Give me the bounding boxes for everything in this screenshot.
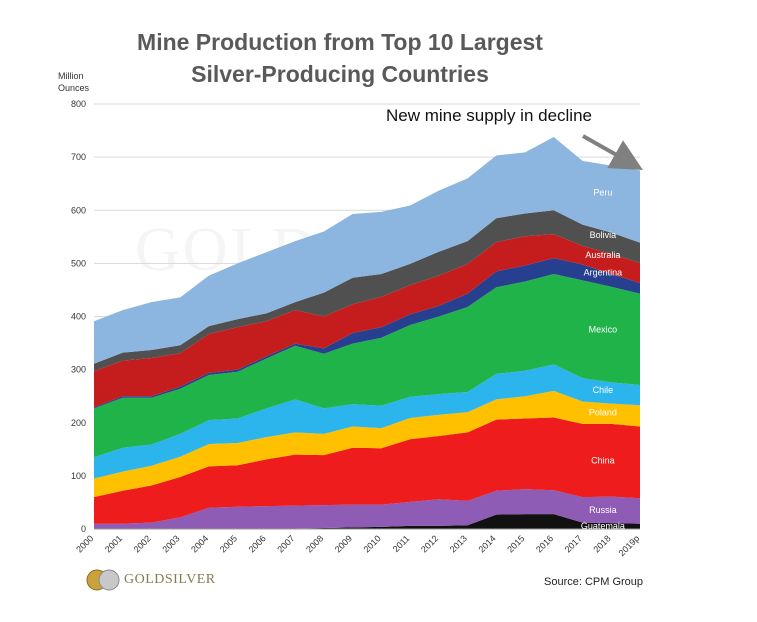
area-china <box>94 417 640 524</box>
series-label-poland: Poland <box>589 408 617 418</box>
series-labels: Guatemala Russia China Poland Chile Mexico Arg… <box>581 188 625 531</box>
series-label-russia: Russia <box>589 505 617 515</box>
annotation: New mine supply in decline <box>386 106 643 170</box>
y-tick-label: 100 <box>71 471 86 481</box>
x-tick-label: 2012 <box>419 533 440 554</box>
area-series <box>94 136 640 529</box>
y-tick-label: 500 <box>71 258 86 268</box>
x-tick-label: 2017 <box>563 533 584 554</box>
logo-text: GOLDSILVER <box>124 572 216 587</box>
x-tick-label: 2002 <box>132 533 153 554</box>
coins-icon <box>86 569 120 591</box>
x-tick-label: 2003 <box>160 533 181 554</box>
y-tick-label: 700 <box>71 152 86 162</box>
title-line-1: Mine Production from Top 10 Largest <box>137 29 543 55</box>
area-russia <box>94 489 640 529</box>
series-label-china: China <box>591 455 615 465</box>
title-line-2: Silver-Producing Countries <box>191 61 489 87</box>
x-axis: 2000 2001 2002 2003 2004 2005 2006 2007 2008 2009… <box>74 528 642 558</box>
area-mexico <box>94 274 640 458</box>
series-label-mexico: Mexico <box>589 324 618 334</box>
area-argentina <box>94 258 640 409</box>
x-tick-label: 2015 <box>505 533 526 554</box>
y-tick-label: 200 <box>71 418 86 428</box>
series-label-chile: Chile <box>593 385 614 395</box>
y-tick-label: 600 <box>71 205 86 215</box>
y-axis-label-line-1: Million <box>58 71 84 81</box>
area-peru <box>94 136 640 364</box>
series-label-argentina: Argentina <box>584 267 623 277</box>
x-tick-label: 2007 <box>275 533 296 554</box>
series-label-australia: Australia <box>585 250 620 260</box>
x-tick-label: 2018 <box>591 533 612 554</box>
x-tick-label: 2004 <box>189 533 210 554</box>
area-bolivia <box>94 210 640 372</box>
goldsilver-logo: GOLDSILVER <box>86 568 216 592</box>
x-tick-label: 2005 <box>218 533 239 554</box>
x-tick-label: 2013 <box>448 533 469 554</box>
y-tick-label: 800 <box>71 99 86 109</box>
area-australia <box>94 234 640 408</box>
x-tick-label: 2006 <box>247 533 268 554</box>
series-label-guatemala: Guatemala <box>581 521 625 531</box>
x-tick-label: 2010 <box>362 533 383 554</box>
x-tick-label: 2009 <box>333 533 354 554</box>
y-axis-label-line-2: Ounces <box>58 83 90 93</box>
chart-title: Mine Production from Top 10 Largest Silv… <box>100 26 580 90</box>
y-tick-label: 0 <box>81 524 86 534</box>
y-tick-label: 300 <box>71 365 86 375</box>
x-tick-label: 2014 <box>476 533 497 554</box>
x-tick-label: 2001 <box>103 533 124 554</box>
x-tick-label: 2011 <box>391 533 412 554</box>
x-tick-label: 2008 <box>304 533 325 554</box>
annotation-arrow <box>582 134 643 170</box>
series-label-peru: Peru <box>593 188 612 198</box>
y-axis: 0 100 200 300 400 500 600 700 800 <box>71 99 86 534</box>
series-label-bolivia: Bolivia <box>590 230 617 240</box>
annotation-text: New mine supply in decline <box>386 106 592 125</box>
x-tick-label: 2000 <box>74 533 95 554</box>
area-chile <box>94 364 640 479</box>
x-tick-label: 2016 <box>534 533 555 554</box>
source-note: Source: CPM Group <box>544 576 644 588</box>
y-tick-label: 400 <box>71 312 86 322</box>
y-axis-label: Million Ounces <box>58 70 89 94</box>
area-guatemala <box>94 514 640 529</box>
area-poland <box>94 390 640 498</box>
x-tick-label: 2019p <box>617 533 642 558</box>
